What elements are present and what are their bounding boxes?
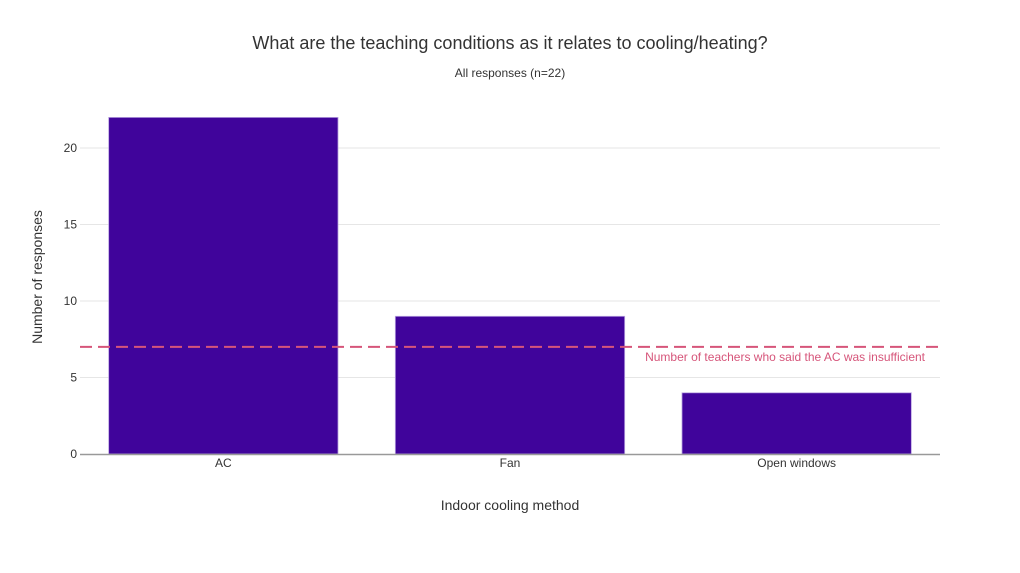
bar-fan[interactable] [394, 315, 626, 455]
chart-title: What are the teaching conditions as it r… [252, 33, 768, 53]
y-tick-label: 10 [64, 294, 78, 308]
y-axis-ticks: 0 5 10 15 20 [64, 141, 78, 461]
x-axis-title: Indoor cooling method [441, 497, 580, 513]
bars [108, 117, 912, 455]
y-tick-label: 5 [70, 371, 77, 385]
y-tick-label: 15 [64, 218, 78, 232]
reference-line-label: Number of teachers who said the AC was i… [645, 350, 926, 364]
y-axis-title: Number of responses [29, 210, 45, 344]
y-tick-label: 0 [70, 447, 77, 461]
y-tick-label: 20 [64, 141, 78, 155]
x-tick-label: Open windows [757, 456, 836, 470]
x-tick-label: Fan [500, 456, 521, 470]
x-axis-ticks: AC Fan Open windows [215, 456, 836, 470]
bar-open-windows[interactable] [681, 392, 912, 455]
chart-subtitle: All responses (n=22) [454, 66, 566, 80]
bar-ac[interactable] [108, 117, 339, 455]
x-tick-label: AC [215, 456, 232, 470]
